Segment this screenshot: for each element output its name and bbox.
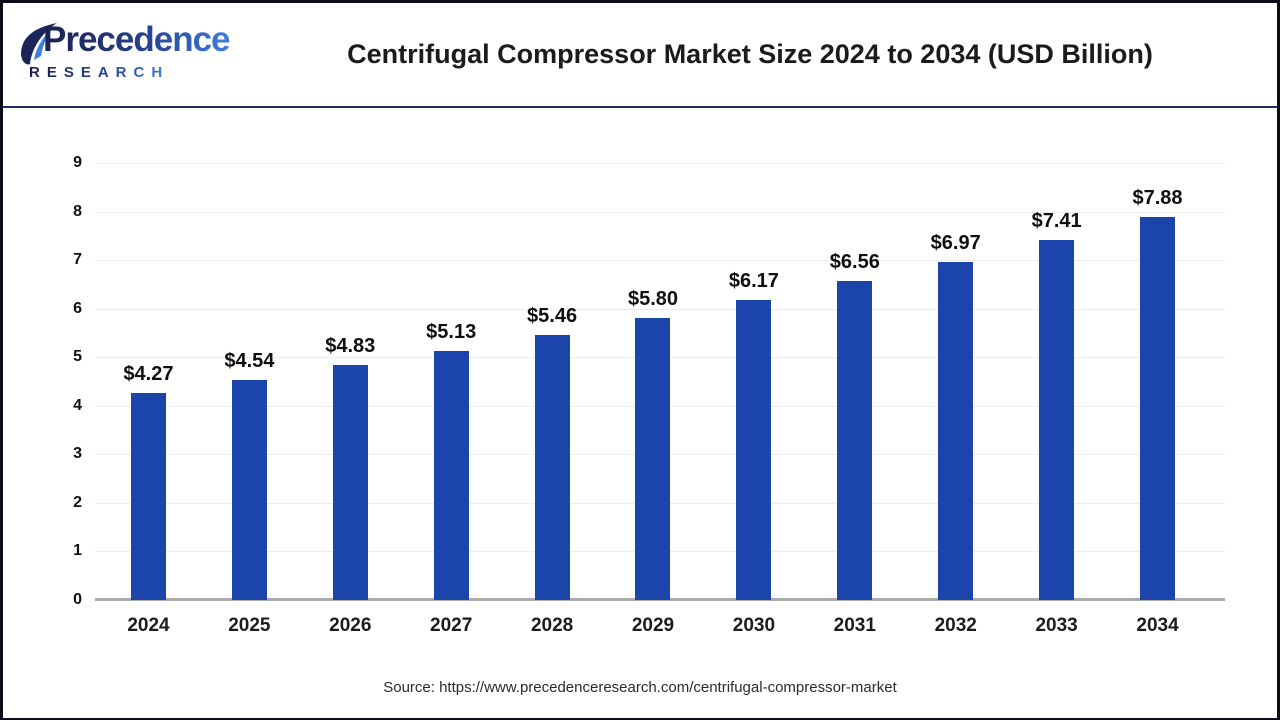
y-tick-5: 5 [73, 348, 82, 366]
bar-2030 [736, 300, 772, 600]
y-tick-0: 0 [73, 591, 82, 608]
bar-column-2032: $6.97 [905, 163, 1006, 600]
bar-column-2033: $7.41 [1006, 163, 1107, 600]
bar-column-2027: $5.13 [401, 163, 502, 600]
value-label-2024: $4.27 [123, 362, 174, 385]
value-label-2027: $5.13 [426, 320, 477, 343]
x-tick-2029: 2029 [631, 615, 675, 636]
x-tick-2024: 2024 [127, 615, 170, 636]
y-tick-3: 3 [73, 445, 82, 463]
bar-column-2029: $5.80 [603, 163, 704, 600]
gridline-8 [95, 211, 1225, 213]
value-label-2025: $4.54 [224, 349, 275, 372]
y-tick-6: 6 [73, 299, 82, 317]
gridline-7 [95, 260, 1225, 262]
value-label-2034: $7.88 [1132, 187, 1183, 210]
bar-2025 [231, 379, 267, 600]
y-tick-2: 2 [73, 493, 82, 511]
y-tick-7: 7 [73, 251, 82, 269]
y-tick-9: 9 [73, 154, 82, 171]
value-label-2029: $5.80 [627, 288, 679, 311]
precedence-research-logo: Precedence RESEARCH [3, 10, 253, 100]
x-axis-labels: 2024 2025 2026 2027 2028 2029 2030 2031 2032 2033… [98, 615, 1208, 637]
bar-2026 [332, 365, 368, 600]
y-tick-8: 8 [73, 202, 82, 220]
chart-title: Centrifugal Compressor Market Size 2024 … [347, 39, 1153, 69]
x-tick-2026: 2026 [329, 615, 372, 636]
value-label-2031: $6.56 [829, 251, 880, 274]
bar-2027 [433, 350, 469, 600]
x-tick-2030: 2030 [732, 615, 776, 636]
bar-column-2025: $4.54 [199, 163, 300, 600]
value-label-2032: $6.97 [930, 231, 981, 254]
source-text: Source: https://www.precedenceresearch.c… [383, 679, 897, 696]
bar-column-2034: $7.88 [1107, 163, 1208, 600]
bar-series: $4.27 $4.54 $4.83 $5.13 $5.46 $5.80 $6.17 $6.56… [98, 163, 1208, 600]
bar-2031 [837, 281, 873, 600]
bar-2034 [1140, 217, 1176, 600]
value-label-2026: $4.83 [325, 335, 376, 358]
x-tick-2025: 2025 [228, 615, 271, 636]
x-tick-2028: 2028 [530, 615, 574, 636]
bar-2028 [534, 334, 570, 600]
logo-text: Precedence RESEARCH [29, 18, 231, 84]
bar-column-2030: $6.17 [703, 163, 804, 600]
bar-column-2031: $6.56 [804, 163, 905, 600]
gridline-9 [95, 163, 1225, 164]
bar-2033 [1039, 240, 1075, 600]
logo-leaf-icon [21, 22, 57, 64]
logo-subtitle: RESEARCH [29, 62, 169, 84]
bar-column-2024: $4.27 [98, 163, 199, 600]
value-label-2033: $7.41 [1031, 210, 1082, 233]
x-tick-2031: 2031 [833, 615, 876, 636]
bar-2024 [130, 392, 166, 600]
y-axis-labels: 0 1 2 3 4 5 6 7 8 9 [40, 154, 82, 608]
gridline-6 [95, 308, 1225, 310]
x-tick-2032: 2032 [934, 615, 977, 636]
header: Precedence RESEARCH Centrifugal Compress… [3, 3, 1277, 108]
bar-column-2028: $5.46 [502, 163, 603, 600]
value-label-2028: $5.46 [527, 304, 578, 327]
y-tick-4: 4 [73, 396, 82, 414]
bar-column-2026: $4.83 [300, 163, 401, 600]
x-tick-2033: 2033 [1035, 615, 1078, 636]
y-tick-1: 1 [73, 542, 82, 560]
x-tick-2027: 2027 [430, 615, 473, 636]
logo-wordmark: Precedence [43, 18, 231, 62]
bar-2032 [938, 261, 974, 600]
bar-2029 [635, 318, 671, 600]
x-tick-2034: 2034 [1136, 615, 1179, 636]
value-label-2030: $6.17 [728, 270, 779, 293]
